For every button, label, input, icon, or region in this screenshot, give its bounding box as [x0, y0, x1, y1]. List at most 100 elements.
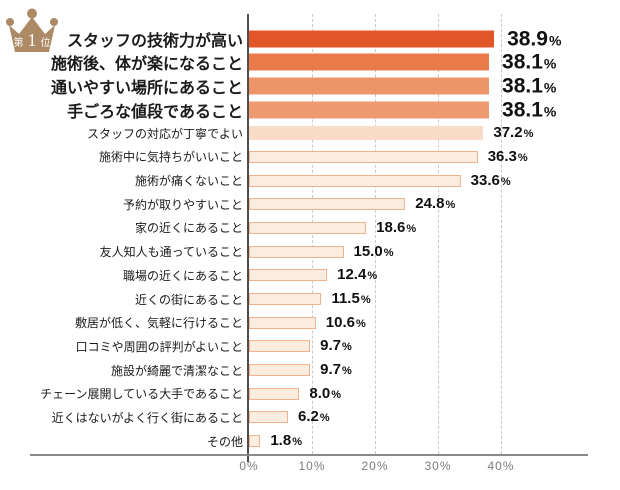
- bar-row: 友人知人も通っていること 15.0%: [0, 240, 614, 264]
- x-tick-label-0: 0%: [239, 459, 259, 473]
- value-label: 37.2%: [493, 125, 533, 141]
- bar-track: 37.2%: [249, 121, 614, 145]
- value-number: 38.1: [502, 74, 543, 98]
- bar-track: 18.6%: [249, 216, 614, 240]
- bar-track: 8.0%: [249, 382, 614, 406]
- bar-row: その他 1.8%: [0, 429, 614, 453]
- bar-row: 施術後、体が楽になること 38.1%: [0, 50, 614, 74]
- bar-row: スタッフの技術力が高い 38.9%: [0, 27, 614, 51]
- bar-track: 36.3%: [249, 145, 614, 169]
- bar-row: 近くの街にあること 11.5%: [0, 287, 614, 311]
- bar: [249, 198, 406, 211]
- value-number: 24.8: [415, 195, 445, 213]
- category-label: 近くはないがよく行く街にあること: [51, 410, 243, 425]
- value-label: 9.7%: [320, 362, 352, 378]
- category-label: 施設が綺麗で清潔なこと: [110, 363, 243, 378]
- value-label: 1.8%: [270, 433, 302, 449]
- value-number: 36.3: [487, 147, 517, 165]
- value-number: 18.6: [376, 218, 406, 236]
- value-label: 24.8%: [415, 196, 455, 212]
- bar: [249, 30, 495, 48]
- value-number: 38.1: [502, 50, 543, 74]
- category-label: 近くの街にあること: [134, 292, 243, 307]
- bar-track: 12.4%: [249, 264, 614, 288]
- bar-track: 11.5%: [249, 287, 614, 311]
- bar-track: 10.6%: [249, 311, 614, 335]
- category-label: 友人知人も通っていること: [99, 245, 243, 260]
- value-number: 38.1: [502, 98, 543, 122]
- bar-track: 24.8%: [249, 192, 614, 216]
- value-number: 10.6: [325, 313, 355, 331]
- bar-row: 施術が痛くないこと 33.6%: [0, 169, 614, 193]
- bar-track: 38.1%: [249, 50, 614, 74]
- rank-prefix: 第: [14, 36, 24, 49]
- bar: [249, 221, 367, 234]
- rank-1-crown-icon: 第 1 位: [6, 8, 58, 52]
- gridline-10pct: [312, 14, 313, 454]
- category-label: 予約が取りやすいこと: [122, 197, 243, 212]
- value-percent-sign: %: [319, 412, 330, 425]
- value-percent-sign: %: [341, 365, 352, 378]
- value-label: 38.1%: [502, 75, 556, 96]
- value-percent-sign: %: [383, 246, 394, 259]
- bar: [249, 126, 484, 141]
- bar-row: チェーン展開している大手であること 8.0%: [0, 382, 614, 406]
- bar: [249, 77, 490, 95]
- category-label: チェーン展開している大手であること: [40, 387, 243, 402]
- x-axis-zero-tick: [247, 456, 249, 462]
- value-percent-sign: %: [360, 294, 371, 307]
- value-percent-sign: %: [406, 222, 417, 235]
- y-axis-line: [247, 14, 249, 456]
- category-label: 施術中に気持ちがいいこと: [98, 150, 243, 165]
- category-label: 施術が痛くないこと: [134, 174, 243, 189]
- value-number: 15.0: [353, 242, 383, 260]
- gridline-30pct: [438, 14, 439, 454]
- bar-row: 通いやすい場所にあること 38.1%: [0, 74, 614, 98]
- bar: [249, 293, 322, 306]
- bar-row: 家の近くにあること 18.6%: [0, 216, 614, 240]
- category-label: スタッフの技術力が高い: [66, 32, 243, 50]
- value-number: 12.4: [337, 266, 367, 284]
- value-label: 38.1%: [502, 99, 556, 120]
- category-label: その他: [206, 434, 243, 449]
- bar-row: 職場の近くにあること 12.4%: [0, 264, 614, 288]
- value-label: 11.5%: [331, 291, 370, 307]
- x-tick-label-20: 20%: [361, 459, 389, 473]
- bar-track: 1.8%: [249, 429, 614, 453]
- bar: [249, 435, 261, 448]
- value-label: 36.3%: [488, 149, 528, 165]
- value-number: 38.9: [507, 27, 548, 51]
- bar-track: 38.1%: [249, 74, 614, 98]
- category-label: 通いやすい場所にあること: [50, 79, 243, 97]
- bar-row: 敷居が低く、気軽に行けること 10.6%: [0, 311, 614, 335]
- bar-row: 施術中に気持ちがいいこと 36.3%: [0, 145, 614, 169]
- rank-suffix: 位: [41, 36, 51, 49]
- value-percent-sign: %: [543, 79, 557, 96]
- value-label: 8.0%: [309, 386, 341, 402]
- value-percent-sign: %: [500, 175, 511, 188]
- value-percent-sign: %: [331, 388, 342, 401]
- value-label: 33.6%: [471, 173, 511, 189]
- bar: [249, 269, 328, 282]
- value-label: 18.6%: [376, 220, 416, 236]
- bar: [249, 53, 490, 71]
- bar-track: 38.1%: [249, 98, 614, 122]
- category-label: スタッフの対応が丁寧でよい: [86, 126, 243, 141]
- bar-row: 予約が取りやすいこと 24.8%: [0, 192, 614, 216]
- value-label: 12.4%: [337, 267, 377, 283]
- bar: [249, 364, 311, 377]
- value-percent-sign: %: [367, 270, 378, 283]
- bar: [249, 245, 344, 258]
- value-percent-sign: %: [445, 199, 456, 212]
- bar-track: 9.7%: [249, 335, 614, 359]
- x-axis-line: [30, 454, 588, 456]
- bar: [249, 411, 289, 424]
- value-number: 8.0: [309, 384, 331, 402]
- category-label: 施術後、体が楽になること: [50, 56, 243, 74]
- value-percent-sign: %: [543, 55, 557, 72]
- value-percent-sign: %: [517, 151, 528, 164]
- value-number: 33.6: [470, 171, 500, 189]
- x-tick-label-10: 10%: [298, 459, 326, 473]
- bar-row: 口コミや周囲の評判がよいこと 9.7%: [0, 335, 614, 359]
